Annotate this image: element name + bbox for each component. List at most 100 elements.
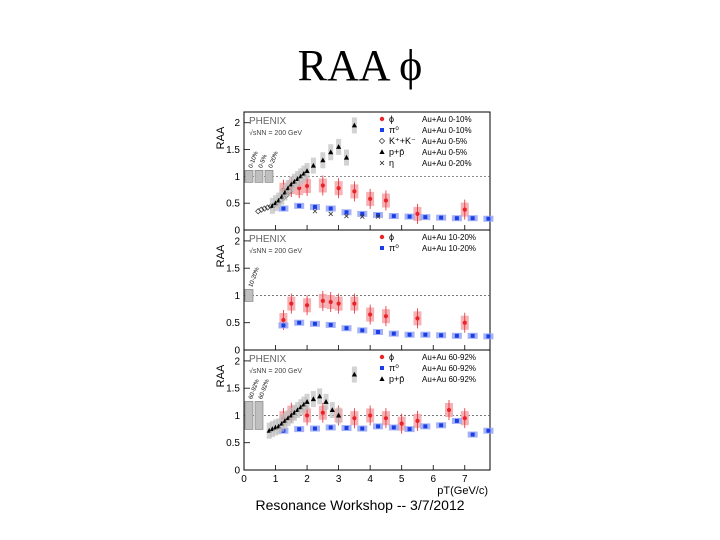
top-pi-point — [423, 215, 428, 220]
middle-phi-point — [336, 301, 341, 306]
top-eta-point — [344, 213, 349, 219]
top-proton-point — [304, 168, 310, 173]
top-kaon-point — [258, 206, 265, 213]
bottom-pi-point — [344, 426, 349, 430]
bottom-legend-label: ϕ — [389, 352, 394, 362]
top-phi-point — [383, 198, 389, 203]
bottom-legend-marker-proton — [379, 376, 385, 381]
top-pi-point — [328, 206, 333, 211]
top-pi-point — [297, 203, 302, 208]
bottom-legend-system: Au+Au 60-92% — [422, 353, 476, 362]
top-pi-point — [391, 214, 396, 219]
middle-pi-point — [376, 330, 381, 334]
top-legend-system: Au+Au 0-10% — [422, 115, 472, 124]
bottom-phi-point — [415, 418, 420, 424]
bottom-phi-point — [383, 416, 389, 421]
top-ytick-label: 0 — [234, 226, 240, 237]
bottom-xtick-label: 6 — [430, 474, 436, 485]
bottom-legend-label: π⁰ — [389, 363, 399, 373]
top-ytick-label: 1 — [234, 172, 240, 183]
bottom-ytick-label: 0.5 — [226, 438, 240, 449]
top-kaon-point — [261, 205, 268, 212]
bottom-xtick-label: 0 — [241, 474, 247, 485]
middle-ylabel: RAA — [215, 244, 227, 267]
bottom-proton-point — [304, 399, 310, 404]
top-pi-point — [376, 212, 381, 217]
middle-pi-point — [281, 323, 286, 328]
middle-phi-point — [368, 312, 373, 317]
middle-energy-label: √sNN = 200 GeV — [249, 247, 302, 255]
middle-legend-label: ϕ — [389, 232, 394, 242]
middle-pi-point — [328, 322, 333, 327]
top-proton-point — [336, 144, 342, 149]
middle-ytick-label: 1.5 — [226, 264, 240, 275]
top-phi-point — [352, 189, 357, 194]
bottom-proton-point — [323, 399, 329, 404]
bottom-proton-point — [336, 412, 342, 418]
bottom-panel-frame — [243, 349, 491, 471]
middle-pi-point — [344, 326, 349, 331]
middle-experiment-label: PHENIX — [249, 234, 287, 245]
bottom-legend-system: Au+Au 60-92% — [422, 375, 476, 384]
bottom-pi-point — [470, 432, 475, 437]
middle-phi-point — [328, 299, 333, 305]
middle-pi-point — [486, 334, 491, 339]
top-phi-point — [368, 196, 373, 201]
bottom-legend-marker-phi — [379, 354, 385, 360]
top-ytick-label: 2 — [234, 118, 240, 129]
bottom-xtick-label: 3 — [336, 474, 342, 485]
middle-phi-point — [462, 320, 467, 325]
bottom-phi-point — [320, 410, 325, 415]
middle-pi-point — [470, 333, 475, 338]
top-legend-marker-kaon — [378, 137, 386, 145]
middle-pi-point — [297, 320, 302, 325]
middle-pi-point — [423, 332, 428, 337]
bottom-proton-point — [351, 371, 357, 377]
middle-pi-point — [407, 332, 412, 337]
top-phi-point — [336, 186, 341, 191]
bottom-ylabel: RAA — [215, 364, 227, 387]
bottom-norm-box — [254, 401, 264, 430]
top-legend-system: Au+Au 0-20% — [422, 159, 472, 168]
bottom-legend-marker-pi — [380, 366, 384, 370]
top-proton-point — [343, 154, 350, 160]
top-proton-point — [328, 149, 334, 155]
bottom-ytick-label: 1.5 — [226, 384, 240, 395]
bottom-phi-point — [399, 421, 404, 426]
top-norm-label: 0-20% — [268, 150, 280, 169]
bottom-proton-point — [310, 396, 316, 402]
bottom-norm-box — [244, 401, 254, 430]
bottom-pi-point — [407, 427, 412, 432]
top-eta-point — [328, 211, 334, 217]
bottom-xtick-label: 7 — [462, 474, 468, 485]
top-ytick-label: 0.5 — [226, 199, 240, 210]
middle-norm-box — [244, 289, 254, 302]
bottom-pi-point — [454, 418, 459, 423]
bottom-pi-point — [391, 425, 396, 430]
middle-phi-point — [304, 303, 310, 308]
bottom-phi-point — [462, 416, 467, 421]
top-experiment-label: PHENIX — [249, 116, 287, 127]
top-phi-point — [297, 186, 302, 191]
top-pi-point — [407, 214, 412, 219]
middle-norm-label: 10-20% — [248, 266, 261, 288]
bottom-phi-point — [446, 407, 452, 413]
top-ytick-label: 1.5 — [226, 145, 240, 156]
bottom-pi-point — [423, 424, 428, 429]
top-proton-point — [320, 157, 326, 163]
top-legend-marker-proton — [379, 149, 385, 154]
top-norm-box — [254, 170, 264, 183]
top-energy-label: √sNN = 200 GeV — [249, 129, 302, 137]
top-proton-point — [310, 162, 316, 168]
top-pi-point — [344, 210, 349, 215]
top-phi-point — [415, 211, 420, 217]
middle-pi-point — [439, 333, 444, 338]
bottom-phi-point — [352, 416, 357, 421]
top-eta-point — [375, 214, 381, 219]
top-pi-point — [454, 216, 459, 221]
middle-legend-system: Au+Au 10-20% — [422, 244, 476, 253]
top-legend-label: η — [389, 158, 394, 168]
top-eta-point — [312, 208, 318, 214]
top-pi-point — [281, 206, 286, 211]
bottom-phi-point — [368, 413, 373, 418]
